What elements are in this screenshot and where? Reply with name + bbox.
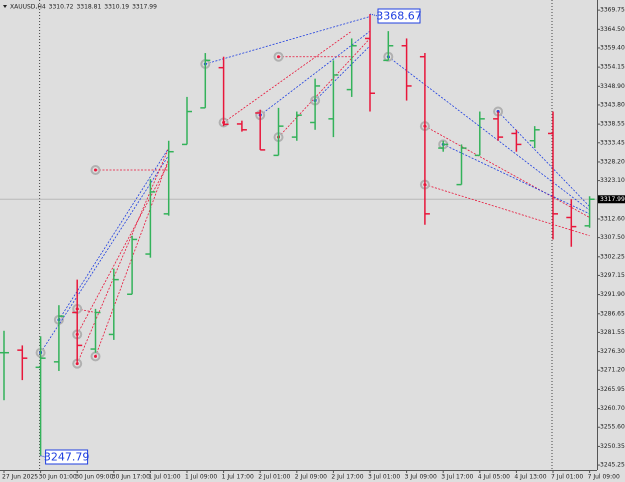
header-text: 3310.72 xyxy=(49,4,74,11)
trend-line xyxy=(424,184,590,237)
x-tick-label: 2 Jul 09:00 xyxy=(295,474,327,481)
y-tick-label: 3343.80 xyxy=(600,101,625,108)
y-tick-label: 3369.75 xyxy=(600,7,625,14)
x-tick-label: 27 Jun 2025 xyxy=(2,474,38,481)
menu-icon[interactable] xyxy=(3,5,7,8)
x-tick-label: 30 Jun 01:00 xyxy=(39,474,77,481)
trend-line xyxy=(223,30,352,123)
extreme-leader xyxy=(40,455,46,458)
y-tick-label: 3255.60 xyxy=(600,424,625,431)
x-tick-label: 3 Jul 09:00 xyxy=(405,474,437,481)
x-tick-label: 3 Jul 01:00 xyxy=(368,474,400,481)
y-tick-label: 3328.20 xyxy=(600,158,625,165)
trend-line xyxy=(205,16,371,65)
y-tick-label: 3291.90 xyxy=(600,291,625,298)
y-tick-label: 3297.15 xyxy=(600,272,625,279)
x-tick-label: 4 Jul 05:00 xyxy=(478,474,510,481)
trend-line xyxy=(76,147,170,364)
header-text: XAUUSD,H4 xyxy=(10,4,46,11)
trend-line xyxy=(58,147,170,321)
y-tick-label: 3364.50 xyxy=(600,26,625,33)
header-text: 3318.81 xyxy=(76,4,101,11)
x-tick-label: 1 Jul 17:00 xyxy=(222,474,254,481)
y-tick-label: 3281.55 xyxy=(600,329,625,336)
current-price-label: 3317.99 xyxy=(600,196,625,203)
x-tick-label: 7 Jul 09:00 xyxy=(588,474,620,481)
y-tick-label: 3354.15 xyxy=(600,64,625,71)
y-tick-label: 3312.60 xyxy=(600,215,625,222)
header: XAUUSD,H4 3310.72 3318.81 3310.19 3317.99 xyxy=(10,4,157,11)
y-tick-label: 3302.25 xyxy=(600,253,625,260)
extreme-box xyxy=(45,449,89,465)
header-text: 3310.19 xyxy=(104,4,129,11)
x-tick-label: 1 Jul 01:00 xyxy=(148,474,180,481)
point-dot xyxy=(75,362,79,366)
trend-line xyxy=(278,38,371,138)
y-tick-label: 3359.40 xyxy=(600,44,625,51)
trend-line xyxy=(40,155,170,353)
y-tick-label: 3348.90 xyxy=(600,83,625,90)
trend-line xyxy=(497,111,590,207)
y-tick-label: 3333.45 xyxy=(600,139,625,146)
x-tick-label: 7 Jul 01:00 xyxy=(551,474,583,481)
y-tick-label: 3307.50 xyxy=(600,234,625,241)
x-tick-label: 1 Jul 09:00 xyxy=(185,474,217,481)
point-marker xyxy=(273,51,284,62)
x-tick-label: 2 Jul 01:00 xyxy=(258,474,290,481)
y-tick-label: 3245.25 xyxy=(600,462,625,469)
point-marker xyxy=(90,164,101,175)
y-tick-label: 3323.10 xyxy=(600,177,625,184)
y-tick-label: 3276.30 xyxy=(600,348,625,355)
y-tick-label: 3260.70 xyxy=(600,405,625,412)
x-tick-label: 3 Jul 17:00 xyxy=(441,474,473,481)
current-price-box xyxy=(598,195,625,204)
trend-line xyxy=(388,56,590,211)
extreme-label: 3247.79 xyxy=(44,451,90,464)
y-tick-label: 3286.65 xyxy=(600,310,625,317)
extreme-leader xyxy=(369,13,379,17)
y-tick-label: 3271.20 xyxy=(600,367,625,374)
header-text: 3317.99 xyxy=(132,4,157,11)
y-tick-label: 3250.35 xyxy=(600,443,625,450)
x-tick-label: 4 Jul 13:00 xyxy=(514,474,546,481)
x-tick-label: 2 Jul 17:00 xyxy=(331,474,363,481)
trend-line xyxy=(77,308,96,313)
point-dot xyxy=(94,168,97,172)
y-tick-label: 3265.95 xyxy=(600,386,625,393)
trend-line xyxy=(443,144,590,215)
extreme-label: 3368.67 xyxy=(376,10,422,23)
trend-line xyxy=(314,45,371,101)
point-dot xyxy=(277,55,280,59)
point-dot xyxy=(94,354,97,358)
x-tick-label: 30 Jun 17:00 xyxy=(112,474,150,481)
y-tick-label: 3338.55 xyxy=(600,121,625,128)
x-tick-label: 30 Jun 09:00 xyxy=(75,474,113,481)
extreme-box xyxy=(377,8,421,24)
